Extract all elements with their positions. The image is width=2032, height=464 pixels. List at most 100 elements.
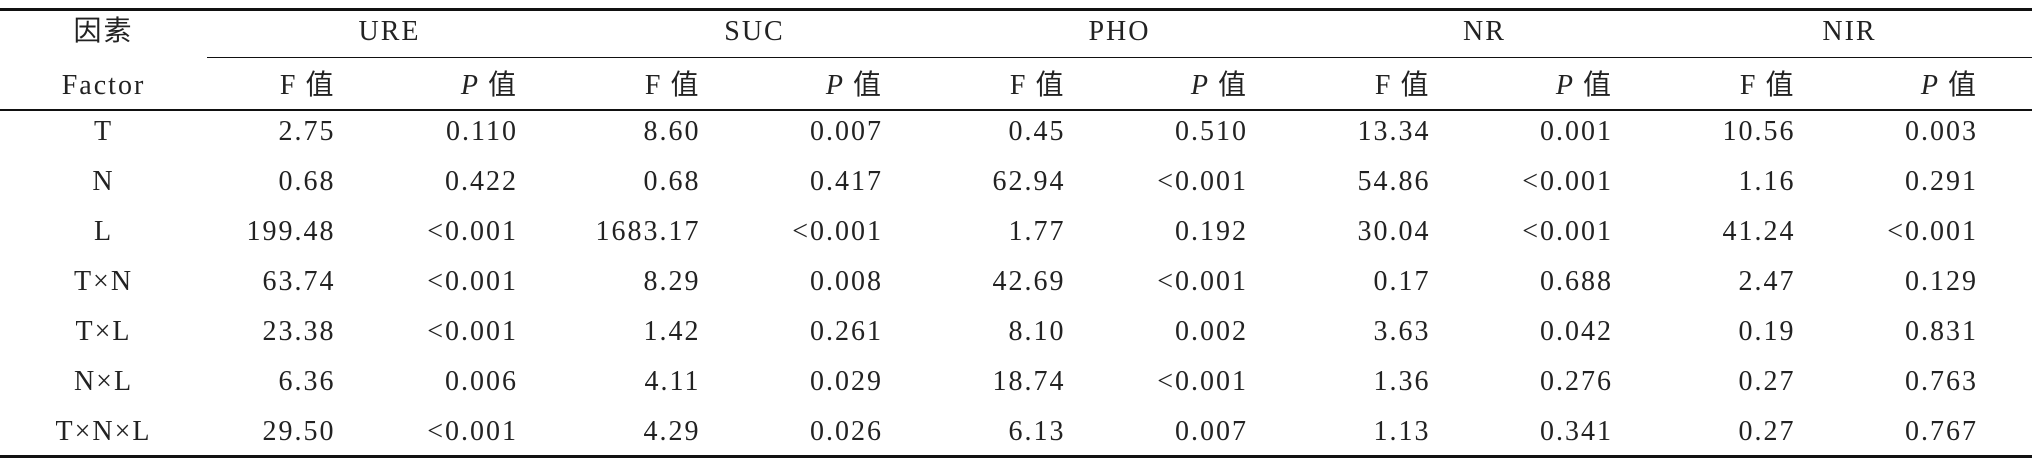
value-cell: 0.008 [810, 266, 883, 297]
value-cell: 0.110 [446, 116, 518, 147]
value-cell: 0.831 [1905, 316, 1978, 347]
value-cell: 0.291 [1905, 166, 1978, 197]
subheader-symbol: P [825, 70, 845, 101]
value-cell: 23.38 [262, 316, 336, 347]
subheader-symbol: F [1009, 70, 1028, 101]
factor-cell: T×N [73, 266, 134, 297]
subheader-symbol: F [1374, 70, 1393, 101]
value-cell: 0.17 [1373, 266, 1431, 297]
value-cell: 0.68 [643, 166, 701, 197]
value-cell: 0.763 [1905, 366, 1978, 397]
value-cell: 8.10 [1008, 316, 1066, 347]
factor-zh: 因素 [73, 16, 134, 47]
value-cell: <0.001 [1157, 366, 1248, 397]
factor-en: Factor [61, 70, 146, 101]
value-cell: <0.001 [1887, 216, 1978, 247]
factor-cell: L [93, 216, 114, 247]
subheader-symbol: P [1920, 70, 1940, 101]
value-cell: <0.001 [1522, 216, 1613, 247]
subheader-unit: 值 [1582, 70, 1613, 101]
value-cell: 41.24 [1722, 216, 1796, 247]
value-cell: 0.029 [810, 366, 883, 397]
value-cell: 1.77 [1008, 216, 1066, 247]
value-cell: 2.75 [278, 116, 336, 147]
subheader-symbol: P [1190, 70, 1210, 101]
value-cell: 13.34 [1357, 116, 1431, 147]
value-cell: 0.422 [445, 166, 518, 197]
subheader-symbol: F [644, 70, 663, 101]
value-cell: <0.001 [1157, 166, 1248, 197]
value-cell: 0.001 [1540, 116, 1613, 147]
value-cell: 1.36 [1373, 366, 1431, 397]
value-cell: 1.42 [643, 316, 701, 347]
value-cell: 29.50 [262, 416, 336, 447]
value-cell: 0.27 [1738, 366, 1796, 397]
header-rule [0, 109, 2032, 111]
value-cell: 0.261 [810, 316, 883, 347]
value-cell: 0.68 [278, 166, 336, 197]
value-cell: 54.86 [1357, 166, 1431, 197]
factor-cell: N [92, 166, 115, 197]
value-cell: 0.003 [1905, 116, 1978, 147]
value-cell: 0.129 [1905, 266, 1978, 297]
value-cell: 3.63 [1373, 316, 1431, 347]
value-cell: 8.60 [643, 116, 701, 147]
value-cell: 0.19 [1738, 316, 1796, 347]
factor-cell: T×L [75, 316, 132, 347]
value-cell: 0.026 [810, 416, 883, 447]
value-cell: 199.48 [246, 216, 336, 247]
subheader-unit: 值 [1947, 70, 1978, 101]
subheader-unit: 值 [487, 70, 518, 101]
value-cell: 63.74 [262, 266, 336, 297]
subheader-unit: 值 [852, 70, 883, 101]
factor-cell: N×L [73, 366, 134, 397]
value-cell: <0.001 [1522, 166, 1613, 197]
value-cell: 0.276 [1540, 366, 1613, 397]
value-cell: 0.007 [810, 116, 883, 147]
value-cell: 10.56 [1722, 116, 1796, 147]
factor-cell: T [93, 116, 114, 147]
subheader-unit: 值 [1035, 70, 1066, 101]
value-cell: 0.192 [1175, 216, 1248, 247]
value-cell: 42.69 [992, 266, 1066, 297]
subheader-unit: 值 [305, 70, 336, 101]
value-cell: 6.36 [278, 366, 336, 397]
bottom-rule [0, 455, 2032, 458]
subheader-unit: 值 [1400, 70, 1431, 101]
value-cell: 1.13 [1373, 416, 1431, 447]
value-cell: 1683.17 [595, 216, 701, 247]
value-cell: 62.94 [992, 166, 1066, 197]
group-header: URE [358, 16, 421, 47]
group-header: NR [1463, 16, 1506, 47]
value-cell: <0.001 [427, 416, 518, 447]
subheader-unit: 值 [1765, 70, 1796, 101]
subheader-symbol: F [1739, 70, 1758, 101]
value-cell: 2.47 [1738, 266, 1796, 297]
value-cell: <0.001 [427, 316, 518, 347]
value-cell: 0.27 [1738, 416, 1796, 447]
value-cell: <0.001 [427, 266, 518, 297]
value-cell: 0.341 [1540, 416, 1613, 447]
value-cell: <0.001 [792, 216, 883, 247]
value-cell: 8.29 [643, 266, 701, 297]
group-header: PHO [1088, 16, 1151, 47]
value-cell: 1.16 [1738, 166, 1796, 197]
subheader-symbol: P [460, 70, 480, 101]
subheader-symbol: P [1555, 70, 1575, 101]
value-cell: 0.767 [1905, 416, 1978, 447]
factor-cell: T×N×L [55, 416, 152, 447]
value-cell: 0.042 [1540, 316, 1613, 347]
value-cell: 0.510 [1175, 116, 1248, 147]
value-cell: 0.007 [1175, 416, 1248, 447]
group-header: SUC [724, 16, 785, 47]
value-cell: 0.006 [445, 366, 518, 397]
